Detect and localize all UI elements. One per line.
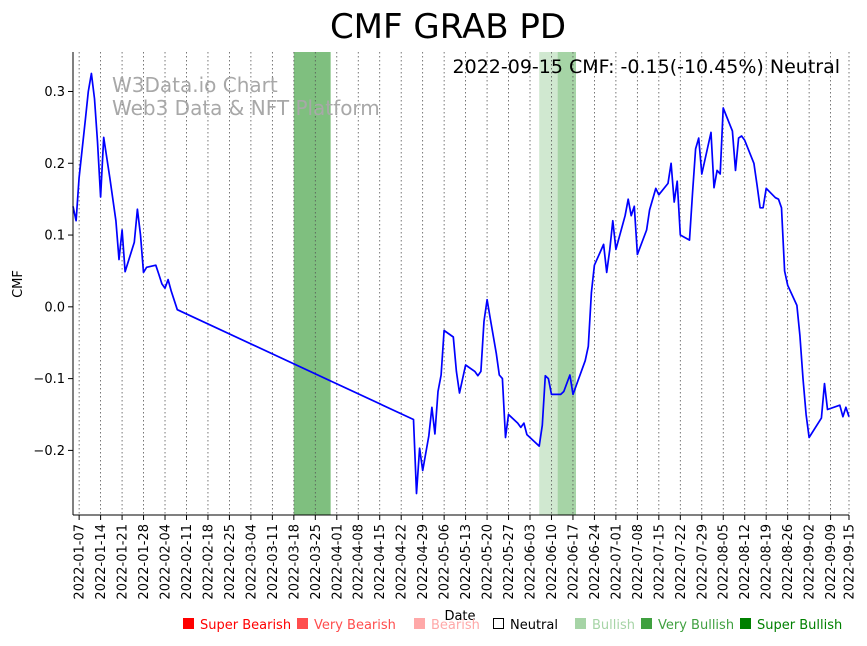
x-tick-label: 2022-05-27 xyxy=(502,524,517,600)
legend-item: Bullish xyxy=(575,618,635,633)
y-tick-label: −0.1 xyxy=(33,372,65,387)
x-tick-label: 2022-01-21 xyxy=(116,524,131,600)
x-tick-label: 2022-01-14 xyxy=(94,524,109,600)
legend-item: Very Bullish xyxy=(641,618,734,633)
x-tick-label: 2022-07-15 xyxy=(652,524,667,600)
x-tick-label: 2022-04-15 xyxy=(373,524,388,600)
x-tick-label: 2022-07-22 xyxy=(674,524,689,600)
x-tick-label: 2022-06-03 xyxy=(524,524,539,600)
legend-label: Neutral xyxy=(510,618,558,633)
legend-label: Bullish xyxy=(592,618,635,633)
shaded-region-2 xyxy=(557,52,577,515)
x-tick-label: 2022-03-11 xyxy=(266,524,281,600)
x-tick-label: 2022-02-11 xyxy=(180,524,195,600)
legend-label: Super Bearish xyxy=(200,618,291,633)
x-tick-label: 2022-04-08 xyxy=(352,524,367,600)
x-tick-label: 2022-02-18 xyxy=(201,524,216,600)
legend-item: Neutral xyxy=(493,618,558,633)
legend-label: Very Bullish xyxy=(658,618,734,633)
x-tick-label: 2022-04-29 xyxy=(416,524,431,600)
legend-swatch xyxy=(493,618,504,629)
legend: Super Bearish Very Bearish Bearish Neutral B… xyxy=(183,618,842,633)
vertical-gridlines xyxy=(78,52,850,515)
x-tick-label: 2022-01-07 xyxy=(73,524,88,600)
legend-item: Bearish xyxy=(414,618,480,633)
x-tick-label: 2022-07-29 xyxy=(695,524,710,600)
legend-label: Bearish xyxy=(431,618,480,633)
legend-swatch xyxy=(740,618,751,629)
legend-swatch xyxy=(297,618,308,629)
x-tick-label: 2022-06-10 xyxy=(545,524,560,600)
x-tick-label: 2022-08-12 xyxy=(738,524,753,600)
y-tick-label: 0.2 xyxy=(44,157,65,172)
series-line-cmf xyxy=(72,72,850,495)
x-tick-label: 2022-05-06 xyxy=(438,524,453,600)
x-tick-label: 2022-05-20 xyxy=(481,524,496,600)
axes xyxy=(72,52,849,516)
x-tick-label: 2022-07-08 xyxy=(631,524,646,600)
x-tick-label: 2022-03-18 xyxy=(287,524,302,600)
x-tick-label: 2022-05-13 xyxy=(459,524,474,600)
y-axis-label: CMF xyxy=(11,270,26,298)
x-tick-label: 2022-07-01 xyxy=(609,524,624,600)
x-tick-label: 2022-03-04 xyxy=(244,524,259,600)
shaded-regions xyxy=(293,52,577,515)
y-tick-label: 0.3 xyxy=(44,85,65,100)
x-tick-label: 2022-08-26 xyxy=(781,524,796,600)
legend-item: Super Bullish xyxy=(740,618,842,633)
legend-item: Super Bearish xyxy=(183,618,291,633)
shaded-region-0 xyxy=(293,52,331,515)
x-axis-label: Date xyxy=(444,609,475,624)
x-tick-label: 2022-09-09 xyxy=(824,524,839,600)
y-tick-label: −0.2 xyxy=(33,444,65,459)
x-ticks: 2022-01-07 2022-01-14 2022-01-21 2022-01-28… xyxy=(73,515,858,600)
x-tick-label: 2022-04-01 xyxy=(330,524,345,600)
legend-label: Very Bearish xyxy=(314,618,396,633)
legend-item: Very Bearish xyxy=(297,618,396,633)
y-ticks: −0.2 −0.1 0.0 0.1 0.2 0.3 xyxy=(33,85,73,459)
x-tick-label: 2022-03-25 xyxy=(309,524,324,600)
x-tick-label: 2022-08-19 xyxy=(760,524,775,600)
x-tick-label: 2022-09-02 xyxy=(803,524,818,600)
chart-title: CMF GRAB PD xyxy=(330,7,566,47)
shaded-region-1 xyxy=(539,52,558,515)
x-tick-label: 2022-02-25 xyxy=(223,524,238,600)
legend-swatch xyxy=(414,618,425,629)
x-tick-label: 2022-08-05 xyxy=(717,524,732,600)
watermark-line-1: W3Data.io Chart xyxy=(112,73,278,97)
y-tick-label: 0.1 xyxy=(44,229,65,244)
x-tick-label: 2022-09-15 xyxy=(843,524,858,600)
y-tick-label: 0.0 xyxy=(44,300,65,315)
legend-swatch xyxy=(183,618,194,629)
series-layer xyxy=(72,72,850,495)
watermark-line-2: Web3 Data & NFT Platform xyxy=(112,96,380,120)
x-tick-label: 2022-06-24 xyxy=(588,524,603,600)
legend-label: Super Bullish xyxy=(757,618,842,633)
x-tick-label: 2022-01-28 xyxy=(137,524,152,600)
legend-swatch xyxy=(641,618,652,629)
latest-value-info: 2022-09-15 CMF: -0.15(-10.45%) Neutral xyxy=(453,56,840,78)
x-tick-label: 2022-02-04 xyxy=(159,524,174,600)
x-tick-label: 2022-04-22 xyxy=(395,524,410,600)
x-tick-label: 2022-06-17 xyxy=(566,524,581,600)
legend-swatch xyxy=(575,618,586,629)
